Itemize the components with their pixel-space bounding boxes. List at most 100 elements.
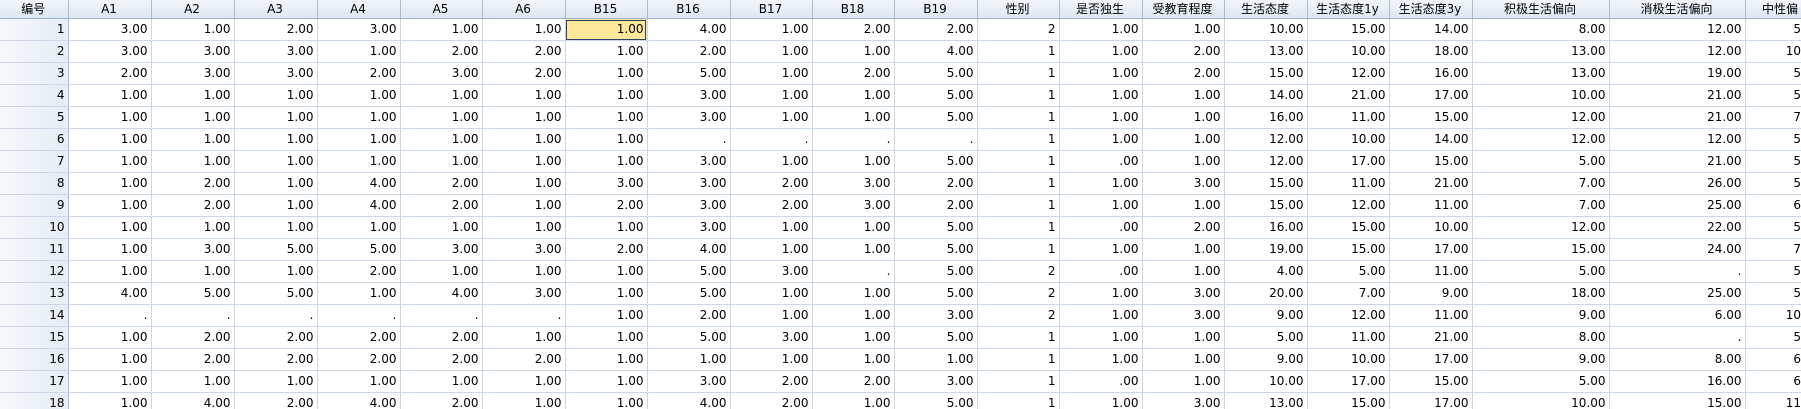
data-cell[interactable]: 2.00 bbox=[730, 172, 813, 195]
column-header[interactable]: B17 bbox=[730, 0, 813, 19]
data-cell[interactable]: 3.00 bbox=[400, 238, 483, 261]
data-cell[interactable]: 1.00 bbox=[1059, 40, 1143, 63]
data-cell[interactable]: . bbox=[68, 304, 152, 327]
data-cell[interactable]: 1.00 bbox=[730, 282, 813, 305]
data-cell[interactable]: 1.00 bbox=[730, 150, 813, 173]
data-cell[interactable]: . bbox=[894, 128, 978, 151]
data-cell[interactable]: 1.00 bbox=[1059, 194, 1143, 217]
row-number[interactable]: 10 bbox=[0, 216, 69, 239]
data-cell[interactable]: 1.00 bbox=[68, 150, 152, 173]
data-cell[interactable]: 1.00 bbox=[482, 84, 566, 107]
data-cell[interactable]: 2.00 bbox=[234, 392, 318, 409]
data-cell[interactable]: 2.00 bbox=[730, 194, 813, 217]
data-cell[interactable]: 1.00 bbox=[1059, 84, 1143, 107]
data-cell[interactable]: 5.00 bbox=[894, 392, 978, 409]
data-cell[interactable]: 2.00 bbox=[400, 172, 483, 195]
data-cell[interactable]: 1.00 bbox=[68, 326, 152, 349]
data-cell[interactable]: 3.00 bbox=[1142, 282, 1225, 305]
data-cell[interactable]: 5.00 bbox=[894, 62, 978, 85]
data-cell[interactable]: 16.00 bbox=[1224, 216, 1308, 239]
data-cell[interactable]: 3.00 bbox=[647, 370, 731, 393]
data-cell[interactable]: 2.00 bbox=[400, 40, 483, 63]
data-cell[interactable]: 1.00 bbox=[68, 128, 152, 151]
column-header[interactable]: 受教育程度 bbox=[1142, 0, 1225, 19]
data-cell[interactable]: 5.00 bbox=[234, 282, 318, 305]
data-cell[interactable]: 1.00 bbox=[482, 326, 566, 349]
data-cell[interactable]: 15.00 bbox=[1224, 194, 1308, 217]
data-cell[interactable]: 9.00 bbox=[1224, 304, 1308, 327]
data-cell[interactable]: 3.00 bbox=[812, 172, 895, 195]
data-cell[interactable]: 1.00 bbox=[68, 84, 152, 107]
column-header[interactable]: 生活态度 bbox=[1224, 0, 1308, 19]
data-cell[interactable]: 1.00 bbox=[68, 106, 152, 129]
data-cell[interactable]: 9.00 bbox=[1389, 282, 1473, 305]
data-cell[interactable]: 1.00 bbox=[482, 128, 566, 151]
data-cell[interactable]: 3.00 bbox=[400, 62, 483, 85]
data-cell[interactable]: 12.00 bbox=[1307, 62, 1390, 85]
data-cell[interactable]: 3.00 bbox=[482, 238, 566, 261]
data-cell[interactable]: 5.00 bbox=[1307, 260, 1390, 283]
data-cell[interactable]: 4.00 bbox=[647, 238, 731, 261]
data-cell[interactable]: 3.00 bbox=[894, 370, 978, 393]
column-header[interactable]: A3 bbox=[234, 0, 318, 19]
data-cell[interactable]: 1.00 bbox=[730, 348, 813, 371]
data-cell[interactable]: 1.00 bbox=[482, 370, 566, 393]
data-cell[interactable]: 18.00 bbox=[1389, 40, 1473, 63]
column-header[interactable]: B18 bbox=[812, 0, 895, 19]
data-cell[interactable]: 1.00 bbox=[1059, 282, 1143, 305]
data-cell[interactable]: 1.00 bbox=[1142, 238, 1225, 261]
data-cell[interactable]: 5.0 bbox=[1745, 282, 1801, 305]
data-cell[interactable]: 1.00 bbox=[151, 150, 235, 173]
row-number[interactable]: 12 bbox=[0, 260, 69, 283]
data-cell[interactable]: 1.00 bbox=[565, 260, 648, 283]
data-cell[interactable]: 8.00 bbox=[1472, 18, 1610, 41]
data-cell[interactable]: 3.00 bbox=[1142, 304, 1225, 327]
data-cell[interactable]: 2.00 bbox=[1142, 62, 1225, 85]
data-cell[interactable]: 3.00 bbox=[151, 62, 235, 85]
data-cell[interactable]: 1 bbox=[977, 128, 1060, 151]
data-cell[interactable]: 1.00 bbox=[1142, 260, 1225, 283]
column-header[interactable]: B15 bbox=[565, 0, 648, 19]
data-cell[interactable]: 8.00 bbox=[1472, 326, 1610, 349]
data-cell[interactable]: 12.00 bbox=[1224, 150, 1308, 173]
data-cell[interactable]: 3.00 bbox=[234, 40, 318, 63]
data-cell[interactable]: 10.00 bbox=[1389, 216, 1473, 239]
data-cell[interactable]: . bbox=[812, 260, 895, 283]
data-cell[interactable]: 11.00 bbox=[1389, 260, 1473, 283]
data-cell[interactable]: 19.00 bbox=[1609, 62, 1746, 85]
data-cell[interactable]: 1.00 bbox=[68, 194, 152, 217]
data-cell[interactable]: . bbox=[1609, 326, 1746, 349]
data-cell[interactable]: 14.00 bbox=[1389, 18, 1473, 41]
data-cell[interactable]: 2.00 bbox=[894, 172, 978, 195]
data-cell[interactable]: .00 bbox=[1059, 216, 1143, 239]
data-cell[interactable]: 12.00 bbox=[1609, 18, 1746, 41]
data-cell[interactable]: 2.00 bbox=[812, 370, 895, 393]
data-cell[interactable]: 1.00 bbox=[151, 370, 235, 393]
data-cell[interactable]: 1.00 bbox=[400, 370, 483, 393]
data-cell[interactable]: 12.00 bbox=[1472, 128, 1610, 151]
data-cell[interactable]: 5.00 bbox=[151, 282, 235, 305]
data-cell[interactable]: 1.00 bbox=[234, 216, 318, 239]
data-cell[interactable]: 1.00 bbox=[565, 348, 648, 371]
data-cell[interactable]: 1.00 bbox=[482, 150, 566, 173]
data-cell[interactable]: . bbox=[647, 128, 731, 151]
data-cell[interactable]: 2 bbox=[977, 282, 1060, 305]
data-cell[interactable]: 1.00 bbox=[1059, 392, 1143, 409]
data-cell[interactable]: 1.00 bbox=[565, 40, 648, 63]
data-cell[interactable]: 17.00 bbox=[1389, 238, 1473, 261]
data-cell[interactable]: 25.00 bbox=[1609, 282, 1746, 305]
data-cell[interactable]: 2.00 bbox=[151, 172, 235, 195]
data-cell[interactable]: 1.00 bbox=[482, 194, 566, 217]
data-cell[interactable]: 1.00 bbox=[234, 106, 318, 129]
data-cell[interactable]: 9.00 bbox=[1472, 304, 1610, 327]
row-number[interactable]: 15 bbox=[0, 326, 69, 349]
column-header[interactable]: A2 bbox=[151, 0, 235, 19]
data-cell[interactable]: 13.00 bbox=[1472, 62, 1610, 85]
data-cell[interactable]: 2.00 bbox=[482, 62, 566, 85]
data-cell[interactable]: 9.00 bbox=[1472, 348, 1610, 371]
data-cell[interactable]: 7.00 bbox=[1472, 172, 1610, 195]
data-cell[interactable]: 5.00 bbox=[894, 150, 978, 173]
data-cell[interactable]: 1.00 bbox=[812, 106, 895, 129]
data-cell[interactable]: 10.00 bbox=[1472, 84, 1610, 107]
data-cell[interactable]: 21.00 bbox=[1389, 326, 1473, 349]
